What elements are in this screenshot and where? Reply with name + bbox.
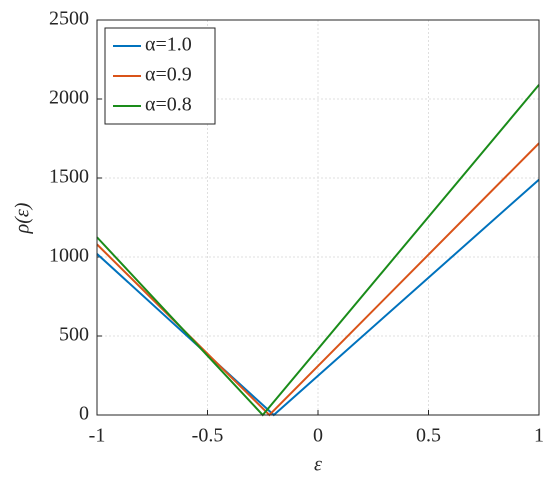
y-tick-label: 1000 — [49, 245, 89, 267]
y-tick-label: 1500 — [49, 166, 89, 188]
y-tick-label: 2500 — [49, 8, 89, 30]
x-tick-label: 0 — [313, 425, 323, 447]
x-tick-label: 1 — [534, 425, 544, 447]
plot-frame — [96, 19, 540, 416]
x-tick-label: 0.5 — [416, 425, 441, 447]
legend-label: α=1.0 — [145, 34, 192, 56]
legend: α=1.0 α=0.9 α=0.8 — [104, 27, 216, 125]
y-tick-label: 2000 — [49, 87, 89, 109]
legend-label: α=0.9 — [145, 64, 192, 86]
x-tick-label: -0.5 — [192, 425, 224, 447]
y-tick-label: 500 — [59, 324, 89, 346]
legend-label: α=0.8 — [145, 94, 192, 116]
x-axis-label: ε — [314, 454, 322, 476]
y-tick-label: 0 — [79, 403, 89, 425]
y-axis-label: ρ(ε) — [12, 202, 34, 234]
x-tick-label: -1 — [89, 425, 106, 447]
